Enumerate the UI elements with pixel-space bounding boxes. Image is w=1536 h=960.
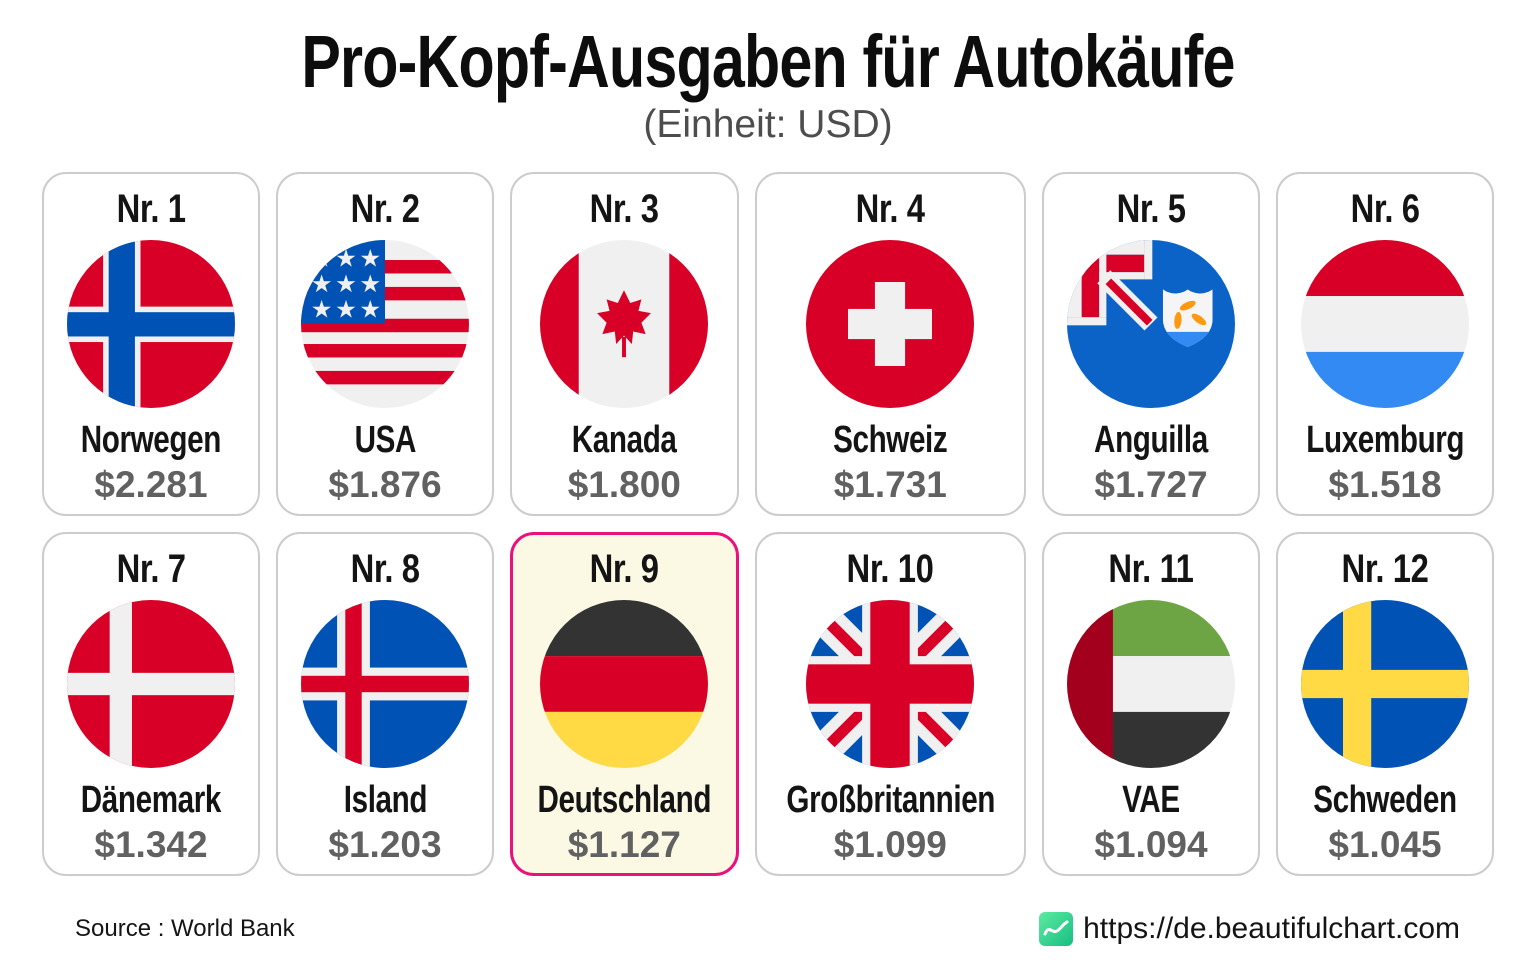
united-kingdom-flag-icon xyxy=(806,600,975,768)
norway-flag-icon xyxy=(67,240,235,408)
rank-card-island: Nr. 8 Island $1.203 xyxy=(276,532,494,876)
rank-label: Nr. 5 xyxy=(1116,187,1186,231)
source-label: Source : World Bank xyxy=(75,915,295,942)
luxembourg-flag-icon xyxy=(1301,240,1469,408)
rank-card-daenemark: Nr. 7 Dänemark $1.342 xyxy=(42,532,260,876)
anguilla-flag-icon xyxy=(1067,240,1235,408)
footer: Source : World Bank https://de.beautiful… xyxy=(0,912,1536,946)
rank-label: Nr. 7 xyxy=(116,547,186,591)
spend-value: $1.203 xyxy=(328,824,442,865)
svg-text:★: ★ xyxy=(311,269,333,298)
website-link[interactable]: https://de.beautifulchart.com xyxy=(1083,912,1460,945)
rank-card-norwegen: Nr. 1 Norwegen $2.281 xyxy=(42,172,260,516)
sweden-flag-icon xyxy=(1301,600,1469,768)
country-name: Deutschland xyxy=(537,779,712,821)
rank-label: Nr. 6 xyxy=(1350,187,1420,231)
rank-label: Nr. 11 xyxy=(1108,547,1194,591)
rank-card-luxemburg: Nr. 6 Luxemburg $1.518 xyxy=(1276,172,1494,516)
usa-flag-icon: ★ ★ ★ ★ ★ ★ ★ ★ ★ xyxy=(301,240,469,408)
uae-flag-icon xyxy=(1067,600,1235,768)
svg-text:★: ★ xyxy=(311,243,333,272)
page-subtitle: (Einheit: USD) xyxy=(643,103,893,146)
spend-value: $1.045 xyxy=(1328,824,1442,865)
germany-flag-icon xyxy=(540,600,709,768)
switzerland-flag-icon xyxy=(806,240,975,408)
spend-value: $1.094 xyxy=(1094,824,1208,865)
country-name: Anguilla xyxy=(1094,419,1208,461)
canada-flag-icon xyxy=(540,240,709,408)
svg-text:★: ★ xyxy=(311,294,333,323)
spend-value: $1.731 xyxy=(833,464,947,505)
country-name: Luxemburg xyxy=(1306,419,1464,461)
rank-label: Nr. 9 xyxy=(589,547,659,591)
country-name: Großbritannien xyxy=(785,779,995,821)
rank-label: Nr. 1 xyxy=(116,187,186,231)
spend-value: $2.281 xyxy=(94,464,208,505)
rank-label: Nr. 12 xyxy=(1341,547,1429,591)
rank-card-kanada: Nr. 3 Kanada $1.800 xyxy=(510,172,739,516)
rank-card-schweden: Nr. 12 Schweden $1.045 xyxy=(1276,532,1494,876)
rank-label: Nr. 4 xyxy=(855,187,925,231)
spend-value: $1.800 xyxy=(567,464,681,505)
country-name: Dänemark xyxy=(80,779,222,821)
brand: https://de.beautifulchart.com xyxy=(1039,912,1460,946)
rank-label: Nr. 10 xyxy=(846,547,934,591)
svg-text:★: ★ xyxy=(359,243,381,272)
rank-card-schweiz: Nr. 4 Schweiz $1.731 xyxy=(754,172,1026,516)
rank-label: Nr. 2 xyxy=(350,187,420,231)
header: Pro-Kopf-Ausgaben für Autokäufe (Einheit… xyxy=(0,0,1536,148)
iceland-flag-icon xyxy=(301,600,469,768)
country-name: Island xyxy=(343,779,427,821)
svg-text:★: ★ xyxy=(335,243,357,272)
country-name: USA xyxy=(354,419,416,461)
country-name: Kanada xyxy=(571,419,677,461)
ranking-grid: Nr. 1 Norwegen $2.281 Nr. 2 xyxy=(0,172,1536,876)
country-name: Schweden xyxy=(1313,779,1457,821)
spend-value: $1.518 xyxy=(1328,464,1442,505)
page-title: Pro-Kopf-Ausgaben für Autokäufe xyxy=(301,20,1235,103)
country-name: Schweiz xyxy=(833,419,948,461)
spend-value: $1.727 xyxy=(1094,464,1208,505)
denmark-flag-icon xyxy=(67,600,235,768)
spend-value: $1.876 xyxy=(328,464,442,505)
rank-card-anguilla: Nr. 5 xyxy=(1042,172,1260,516)
spend-value: $1.342 xyxy=(94,824,208,865)
country-name: Norwegen xyxy=(80,419,222,461)
spend-value: $1.127 xyxy=(567,824,681,865)
wave-chart-icon xyxy=(1039,912,1074,946)
country-name: VAE xyxy=(1122,779,1180,821)
rank-card-deutschland-highlighted: Nr. 9 Deutschland $1.127 xyxy=(510,532,739,876)
rank-label: Nr. 8 xyxy=(350,547,420,591)
rank-card-vae: Nr. 11 VAE $1.094 xyxy=(1042,532,1260,876)
spend-value: $1.099 xyxy=(833,824,947,865)
svg-text:★: ★ xyxy=(359,294,381,323)
svg-text:★: ★ xyxy=(335,294,357,323)
svg-text:★: ★ xyxy=(335,269,357,298)
rank-card-grossbritannien: Nr. 10 Großbritannien $1.099 xyxy=(754,532,1026,876)
svg-text:★: ★ xyxy=(359,269,381,298)
rank-label: Nr. 3 xyxy=(589,187,659,231)
rank-card-usa: Nr. 2 ★ ★ ★ ★ ★ ★ ★ ★ ★ xyxy=(276,172,494,516)
